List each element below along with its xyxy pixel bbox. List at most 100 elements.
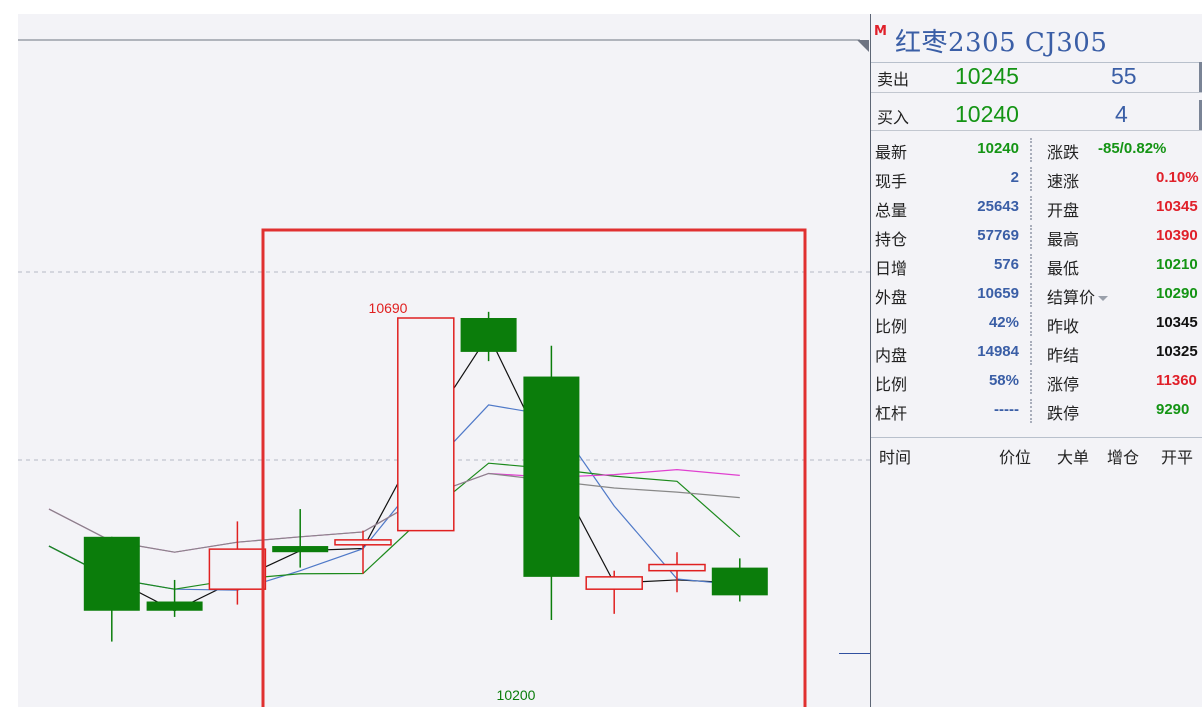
trades-header: 时间 价位 大单 增仓 开平 <box>871 437 1202 468</box>
stat-value: 42% <box>988 314 1019 331</box>
stat-value: 10290 <box>1156 285 1198 302</box>
stat-separator <box>1030 167 1032 191</box>
stat-separator <box>1030 370 1032 394</box>
scrollbar-segment[interactable] <box>1199 100 1202 130</box>
stat-label: 杠杆 <box>875 404 908 423</box>
ma-line <box>48 472 740 553</box>
stat-value: 576 <box>993 256 1019 273</box>
stat-label: 最高 <box>1047 230 1080 249</box>
stat-row: 最新 10240 涨跌 -85/0.82% <box>871 135 1202 164</box>
stat-value: 10240 <box>977 140 1019 157</box>
stat-row: 现手 2 速涨 0.10% <box>871 164 1202 193</box>
buy-row[interactable]: 买入 10240 4 <box>871 100 1202 131</box>
highlight-box <box>261 228 807 707</box>
buy-label: 买入 <box>877 108 910 127</box>
stat-label: 持仓 <box>875 230 908 249</box>
contract-title[interactable]: 红枣2305 CJ305 <box>895 28 1108 58</box>
stat-separator <box>1030 254 1032 278</box>
stat-value: -85/0.82% <box>1098 140 1167 157</box>
ma-line <box>48 462 741 590</box>
candle-body <box>397 317 455 532</box>
stat-label: 总量 <box>875 201 908 220</box>
stat-row: 杠杆 ----- 跌停 9290 <box>871 396 1202 425</box>
candle-body <box>334 539 392 546</box>
stat-label: 最新 <box>875 143 908 162</box>
stat-value: 11360 <box>1156 372 1197 389</box>
main-contract-icon: M <box>874 24 887 39</box>
candle-body <box>272 546 329 553</box>
stat-separator <box>1030 399 1032 423</box>
settle-dropdown-icon[interactable] <box>1098 296 1109 301</box>
candle-body <box>711 567 768 596</box>
col-time: 时间 <box>879 448 912 467</box>
stat-label: 比例 <box>875 375 908 394</box>
ma-line <box>48 404 740 591</box>
stat-value: 57769 <box>977 227 1019 244</box>
sell-volume: 55 <box>1111 63 1137 89</box>
candle-body <box>146 601 203 611</box>
stat-label: 现手 <box>875 172 908 191</box>
high-price-label: 10690 <box>369 300 408 316</box>
stat-label: 涨停 <box>1047 375 1080 394</box>
window-top-band <box>0 0 1202 14</box>
sell-row[interactable]: 卖出 10245 55 <box>871 62 1202 93</box>
candle-body <box>208 548 267 590</box>
kline-chart[interactable]: 10690 10200 <box>18 14 870 707</box>
stat-row: 日增 576 最低 10210 <box>871 251 1202 280</box>
panel-header: M 红枣2305 CJ305 <box>871 14 1202 63</box>
stat-value: 10210 <box>1156 256 1198 273</box>
stat-label: 昨收 <box>1047 317 1080 336</box>
buy-price: 10240 <box>955 101 1019 127</box>
sell-label: 卖出 <box>877 70 910 89</box>
moving-average-lines <box>48 333 741 612</box>
stat-label: 最低 <box>1047 259 1080 278</box>
stat-value: 10345 <box>1156 198 1198 215</box>
col-big-order: 大单 <box>1057 448 1090 467</box>
stat-row: 持仓 57769 最高 10390 <box>871 222 1202 251</box>
stat-label: 比例 <box>875 317 908 336</box>
stat-value: 25643 <box>977 198 1019 215</box>
candle-body <box>585 576 643 590</box>
stat-row: 外盘 10659 结算价 10290 <box>871 280 1202 309</box>
candle-body <box>83 536 140 611</box>
stat-separator <box>1030 283 1032 307</box>
stat-separator <box>1030 341 1032 365</box>
buy-volume: 4 <box>1115 101 1128 127</box>
stat-label: 开盘 <box>1047 201 1080 220</box>
stat-label: 日增 <box>875 259 908 278</box>
stat-row: 内盘 14984 昨结 10325 <box>871 338 1202 367</box>
stat-separator <box>1030 138 1032 162</box>
stat-value: 0.10% <box>1156 169 1199 186</box>
kline-chart-area[interactable]: 10690 10200 <box>18 14 870 707</box>
stat-label: 昨结 <box>1047 346 1080 365</box>
stat-value: 10659 <box>977 285 1019 302</box>
stat-value: ----- <box>994 401 1019 418</box>
stat-separator <box>1030 225 1032 249</box>
panel-collapse-icon[interactable] <box>857 40 869 52</box>
stat-row: 比例 42% 昨收 10345 <box>871 309 1202 338</box>
sell-price: 10245 <box>955 63 1019 89</box>
stat-value: 9290 <box>1156 401 1190 418</box>
stat-label: 内盘 <box>875 346 908 365</box>
current-price-marker <box>839 653 870 654</box>
candle-body <box>523 376 580 577</box>
stat-label: 速涨 <box>1047 172 1080 191</box>
stat-value: 58% <box>988 372 1019 389</box>
stat-separator <box>1030 196 1032 220</box>
stat-row: 总量 25643 开盘 10345 <box>871 193 1202 222</box>
stat-value: 2 <box>1010 169 1019 186</box>
scrollbar-segment[interactable] <box>1199 62 1202 92</box>
stat-row: 比例 58% 涨停 11360 <box>871 367 1202 396</box>
low-price-label: 10200 <box>497 687 536 703</box>
stat-value: 10390 <box>1156 227 1198 244</box>
col-price: 价位 <box>999 448 1032 467</box>
stat-label: 涨跌 <box>1047 143 1080 162</box>
stat-value: 14984 <box>977 343 1019 360</box>
quote-panel: M 红枣2305 CJ305 卖出 10245 55 买入 10240 4 最新… <box>870 14 1202 707</box>
stat-label: 外盘 <box>875 288 908 307</box>
col-open-close: 开平 <box>1161 448 1194 467</box>
col-oi-change: 增仓 <box>1107 448 1140 467</box>
stat-label: 跌停 <box>1047 404 1080 423</box>
candle-body <box>460 318 517 352</box>
stat-label: 结算价 <box>1047 284 1109 308</box>
